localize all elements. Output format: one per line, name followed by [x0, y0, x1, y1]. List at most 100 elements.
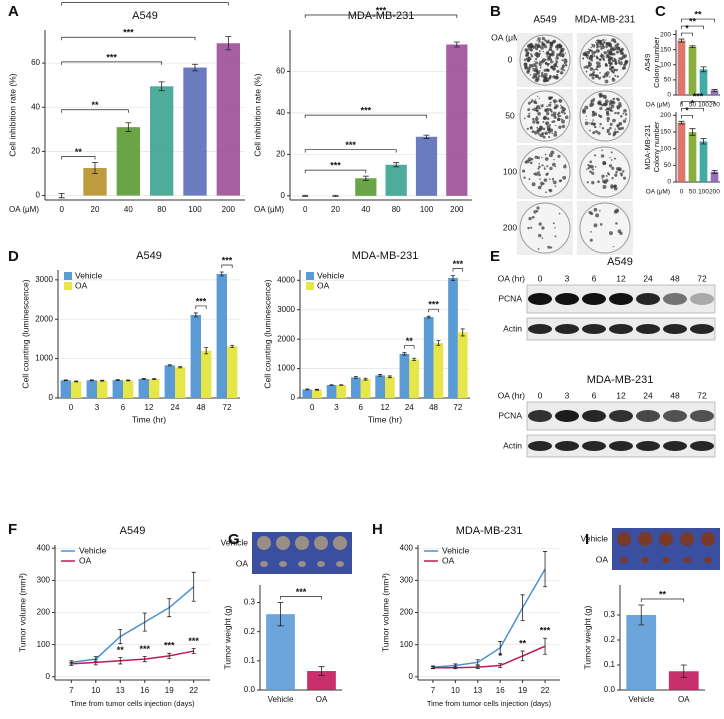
colony	[562, 64, 565, 67]
panel-letter: C	[655, 3, 666, 20]
plate	[579, 202, 631, 254]
blot-band	[690, 410, 714, 422]
colony	[582, 52, 587, 57]
bar	[216, 273, 227, 398]
y-tick-label: 200	[37, 608, 51, 617]
colony	[620, 174, 623, 177]
colony	[530, 54, 534, 58]
colony	[538, 222, 542, 226]
y-tick-label: 20	[31, 147, 40, 156]
bar	[448, 277, 458, 398]
colony	[599, 71, 601, 74]
colony	[613, 130, 618, 134]
colony	[532, 117, 535, 121]
y-tick-label: 0	[46, 672, 51, 681]
colony	[534, 117, 539, 121]
colony	[610, 159, 613, 161]
colony	[562, 175, 567, 180]
x-tick-label: 16	[496, 686, 505, 695]
bar	[123, 380, 134, 398]
colony	[532, 120, 536, 124]
x-tick-label: 24	[405, 403, 414, 412]
chart-title: A549	[136, 250, 162, 262]
time-value: 12	[616, 390, 626, 400]
bar	[385, 376, 395, 398]
y-tick-label: 0.2	[604, 635, 616, 644]
colony	[608, 231, 613, 236]
colony	[552, 120, 556, 124]
colony	[603, 41, 606, 44]
colony	[539, 53, 541, 55]
significance-bracket	[681, 100, 715, 105]
colony	[601, 126, 605, 130]
colony	[624, 60, 629, 64]
blot-title: A549	[607, 256, 633, 268]
colony	[555, 124, 557, 127]
colony	[590, 122, 592, 125]
x-axis-label: Time from tumor cells injection (days)	[427, 699, 552, 708]
error-bar	[302, 194, 309, 197]
significance-label: ***	[345, 140, 356, 150]
colony	[620, 47, 624, 51]
line	[432, 568, 546, 668]
colony	[544, 153, 547, 156]
colony	[606, 49, 611, 54]
significance-bracket	[640, 598, 685, 602]
colony	[545, 40, 549, 44]
colony	[596, 65, 599, 68]
colony	[609, 122, 613, 126]
colony	[598, 62, 601, 65]
colony	[584, 105, 589, 110]
colony	[605, 63, 608, 67]
x-tick-label: 16	[140, 686, 149, 695]
colony	[535, 107, 538, 110]
x-tick-label: 0	[59, 205, 64, 214]
y-tick-label: 0	[409, 672, 414, 681]
colony	[617, 98, 620, 102]
colony	[623, 54, 628, 58]
colony	[537, 37, 541, 41]
colony	[614, 74, 617, 77]
colony	[586, 181, 589, 184]
row-label: 0	[508, 54, 513, 64]
x-tick-label: 7	[69, 686, 74, 695]
error-bar	[100, 379, 105, 382]
y-tick-label: 100	[660, 61, 671, 68]
colony	[556, 53, 560, 57]
colony	[599, 122, 602, 126]
colony	[538, 97, 540, 100]
error-bar	[167, 652, 172, 659]
colony	[537, 127, 541, 132]
y-tick-label: 0.2	[244, 627, 256, 636]
colony	[599, 45, 602, 48]
blot-band	[663, 324, 687, 334]
colony	[526, 70, 530, 74]
colony	[608, 164, 613, 168]
colony	[584, 51, 587, 53]
tumor	[617, 532, 631, 546]
colony	[548, 59, 550, 61]
time-value: 72	[697, 390, 707, 400]
blot-band	[663, 293, 687, 305]
legend-swatch	[306, 272, 314, 280]
bar	[302, 389, 313, 398]
error-bar	[543, 551, 548, 588]
error-bar	[689, 128, 696, 136]
colony	[588, 164, 592, 168]
significance-label: **	[689, 16, 697, 26]
colony	[609, 105, 611, 107]
colony	[548, 103, 552, 107]
error-bar	[543, 637, 548, 655]
colony	[612, 52, 616, 56]
legend-swatch	[64, 282, 72, 290]
significance-label: ***	[196, 296, 207, 306]
y-axis-label: Cell counting (luminescence)	[262, 279, 272, 388]
bar	[307, 671, 336, 690]
x-tick-label: 200	[709, 189, 720, 196]
colony	[541, 164, 544, 167]
x-tick-label: 13	[473, 686, 482, 695]
colony	[588, 122, 590, 124]
colony	[556, 45, 558, 48]
y-tick-label: 0.0	[604, 685, 616, 694]
colony	[602, 185, 607, 189]
